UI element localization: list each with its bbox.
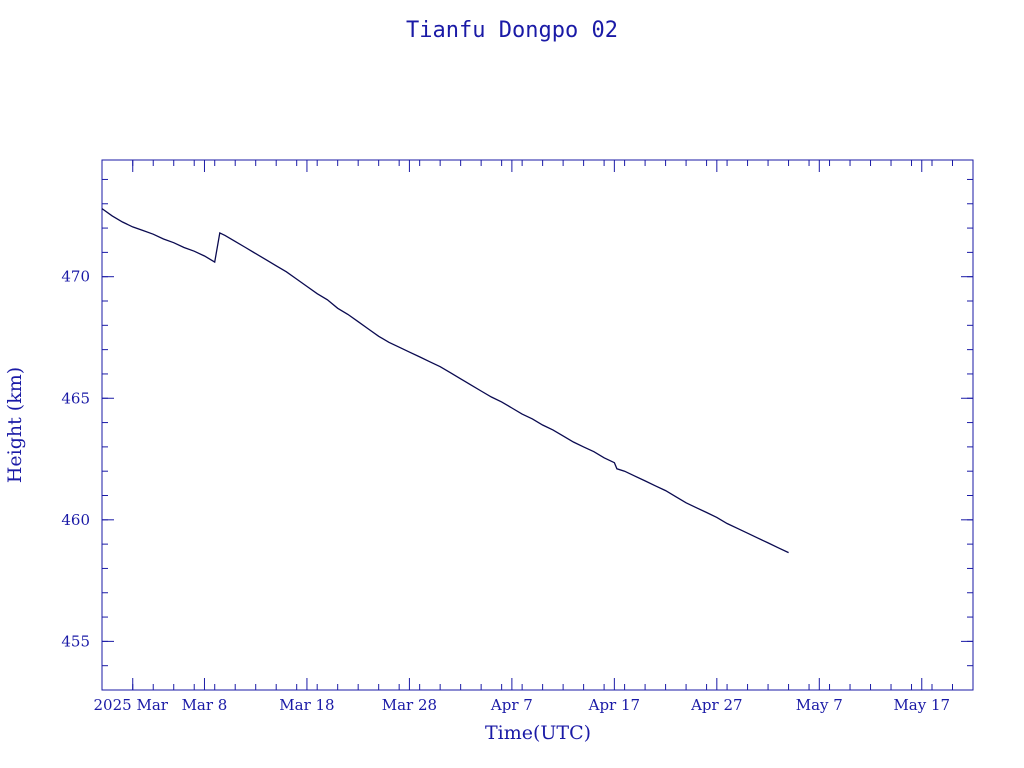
x-tick-label-prefix: 2025 Mar	[94, 696, 169, 714]
y-tick-label: 470	[61, 268, 90, 286]
y-tick-label: 455	[61, 632, 90, 650]
plot-frame	[101, 159, 974, 691]
x-tick-label: Apr 7	[490, 696, 533, 714]
y-tick-label: 465	[61, 389, 90, 407]
x-tick-label: Mar 18	[279, 696, 334, 714]
x-axis-title: Time(UTC)	[485, 722, 591, 744]
x-tick-label: Mar 28	[382, 696, 437, 714]
x-tick-label: May 7	[796, 696, 843, 714]
axis-ticks	[102, 160, 974, 691]
x-tick-labels: 2025 Mar Mar 8 Mar 18 Mar 28 Apr 7 Apr 17 Apr …	[94, 696, 951, 714]
y-axis-title: Height (km)	[4, 367, 26, 483]
y-tick-labels: 455 460 465 470	[61, 268, 90, 651]
x-tick-label: Apr 17	[588, 696, 640, 714]
chart-title: Tianfu Dongpo 02	[406, 18, 618, 43]
x-tick-label: Apr 27	[690, 696, 742, 714]
x-tick-label: May 17	[893, 696, 950, 714]
y-tick-label: 460	[61, 511, 90, 529]
x-tick-label: Mar 8	[182, 696, 228, 714]
height-series-line	[101, 208, 789, 554]
